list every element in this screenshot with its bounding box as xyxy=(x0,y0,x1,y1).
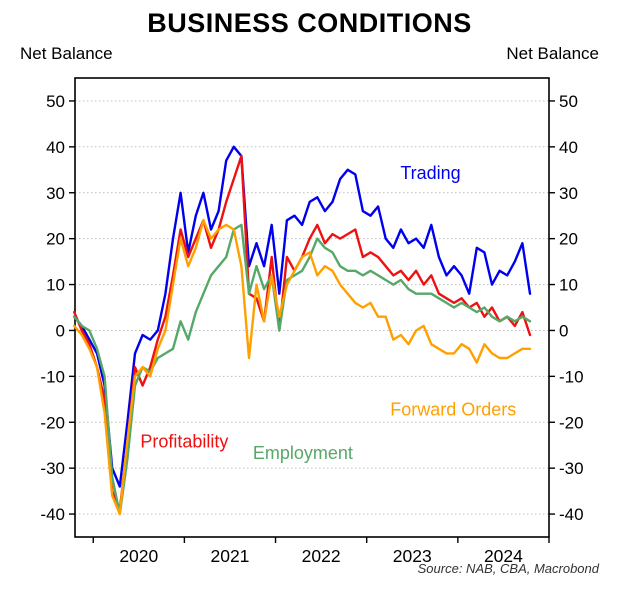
svg-text:-40: -40 xyxy=(559,505,584,524)
source-credit: Source: NAB, CBA, Macrobond xyxy=(417,561,599,576)
svg-text:40: 40 xyxy=(46,138,65,157)
series-label-forward-orders: Forward Orders xyxy=(390,399,516,419)
chart-title: BUSINESS CONDITIONS xyxy=(147,8,472,38)
svg-text:2023: 2023 xyxy=(393,546,432,566)
svg-text:2021: 2021 xyxy=(210,546,249,566)
svg-text:-40: -40 xyxy=(40,505,65,524)
right-axis-title: Net Balance xyxy=(506,44,599,63)
svg-text:10: 10 xyxy=(559,276,578,295)
svg-text:-20: -20 xyxy=(40,413,65,432)
svg-text:0: 0 xyxy=(56,321,65,340)
svg-text:20: 20 xyxy=(559,230,578,249)
series-label-employment: Employment xyxy=(253,443,353,463)
series-line-forward-orders xyxy=(73,219,532,516)
series-label-profitability: Profitability xyxy=(140,431,228,451)
series-label-trading: Trading xyxy=(400,163,460,183)
svg-text:0: 0 xyxy=(559,321,568,340)
svg-text:50: 50 xyxy=(46,92,65,111)
svg-text:-10: -10 xyxy=(559,367,584,386)
svg-text:-30: -30 xyxy=(559,459,584,478)
svg-text:20: 20 xyxy=(46,230,65,249)
svg-text:-10: -10 xyxy=(40,367,65,386)
svg-text:40: 40 xyxy=(559,138,578,157)
svg-text:2020: 2020 xyxy=(119,546,158,566)
svg-text:-20: -20 xyxy=(559,413,584,432)
svg-text:2022: 2022 xyxy=(302,546,341,566)
series-line-trading xyxy=(73,145,532,488)
svg-text:-30: -30 xyxy=(40,459,65,478)
svg-text:10: 10 xyxy=(46,276,65,295)
svg-text:50: 50 xyxy=(559,92,578,111)
svg-text:2024: 2024 xyxy=(484,546,523,566)
svg-text:30: 30 xyxy=(559,184,578,203)
left-axis-title: Net Balance xyxy=(20,44,113,63)
svg-text:30: 30 xyxy=(46,184,65,203)
series-line-employment xyxy=(73,223,532,516)
